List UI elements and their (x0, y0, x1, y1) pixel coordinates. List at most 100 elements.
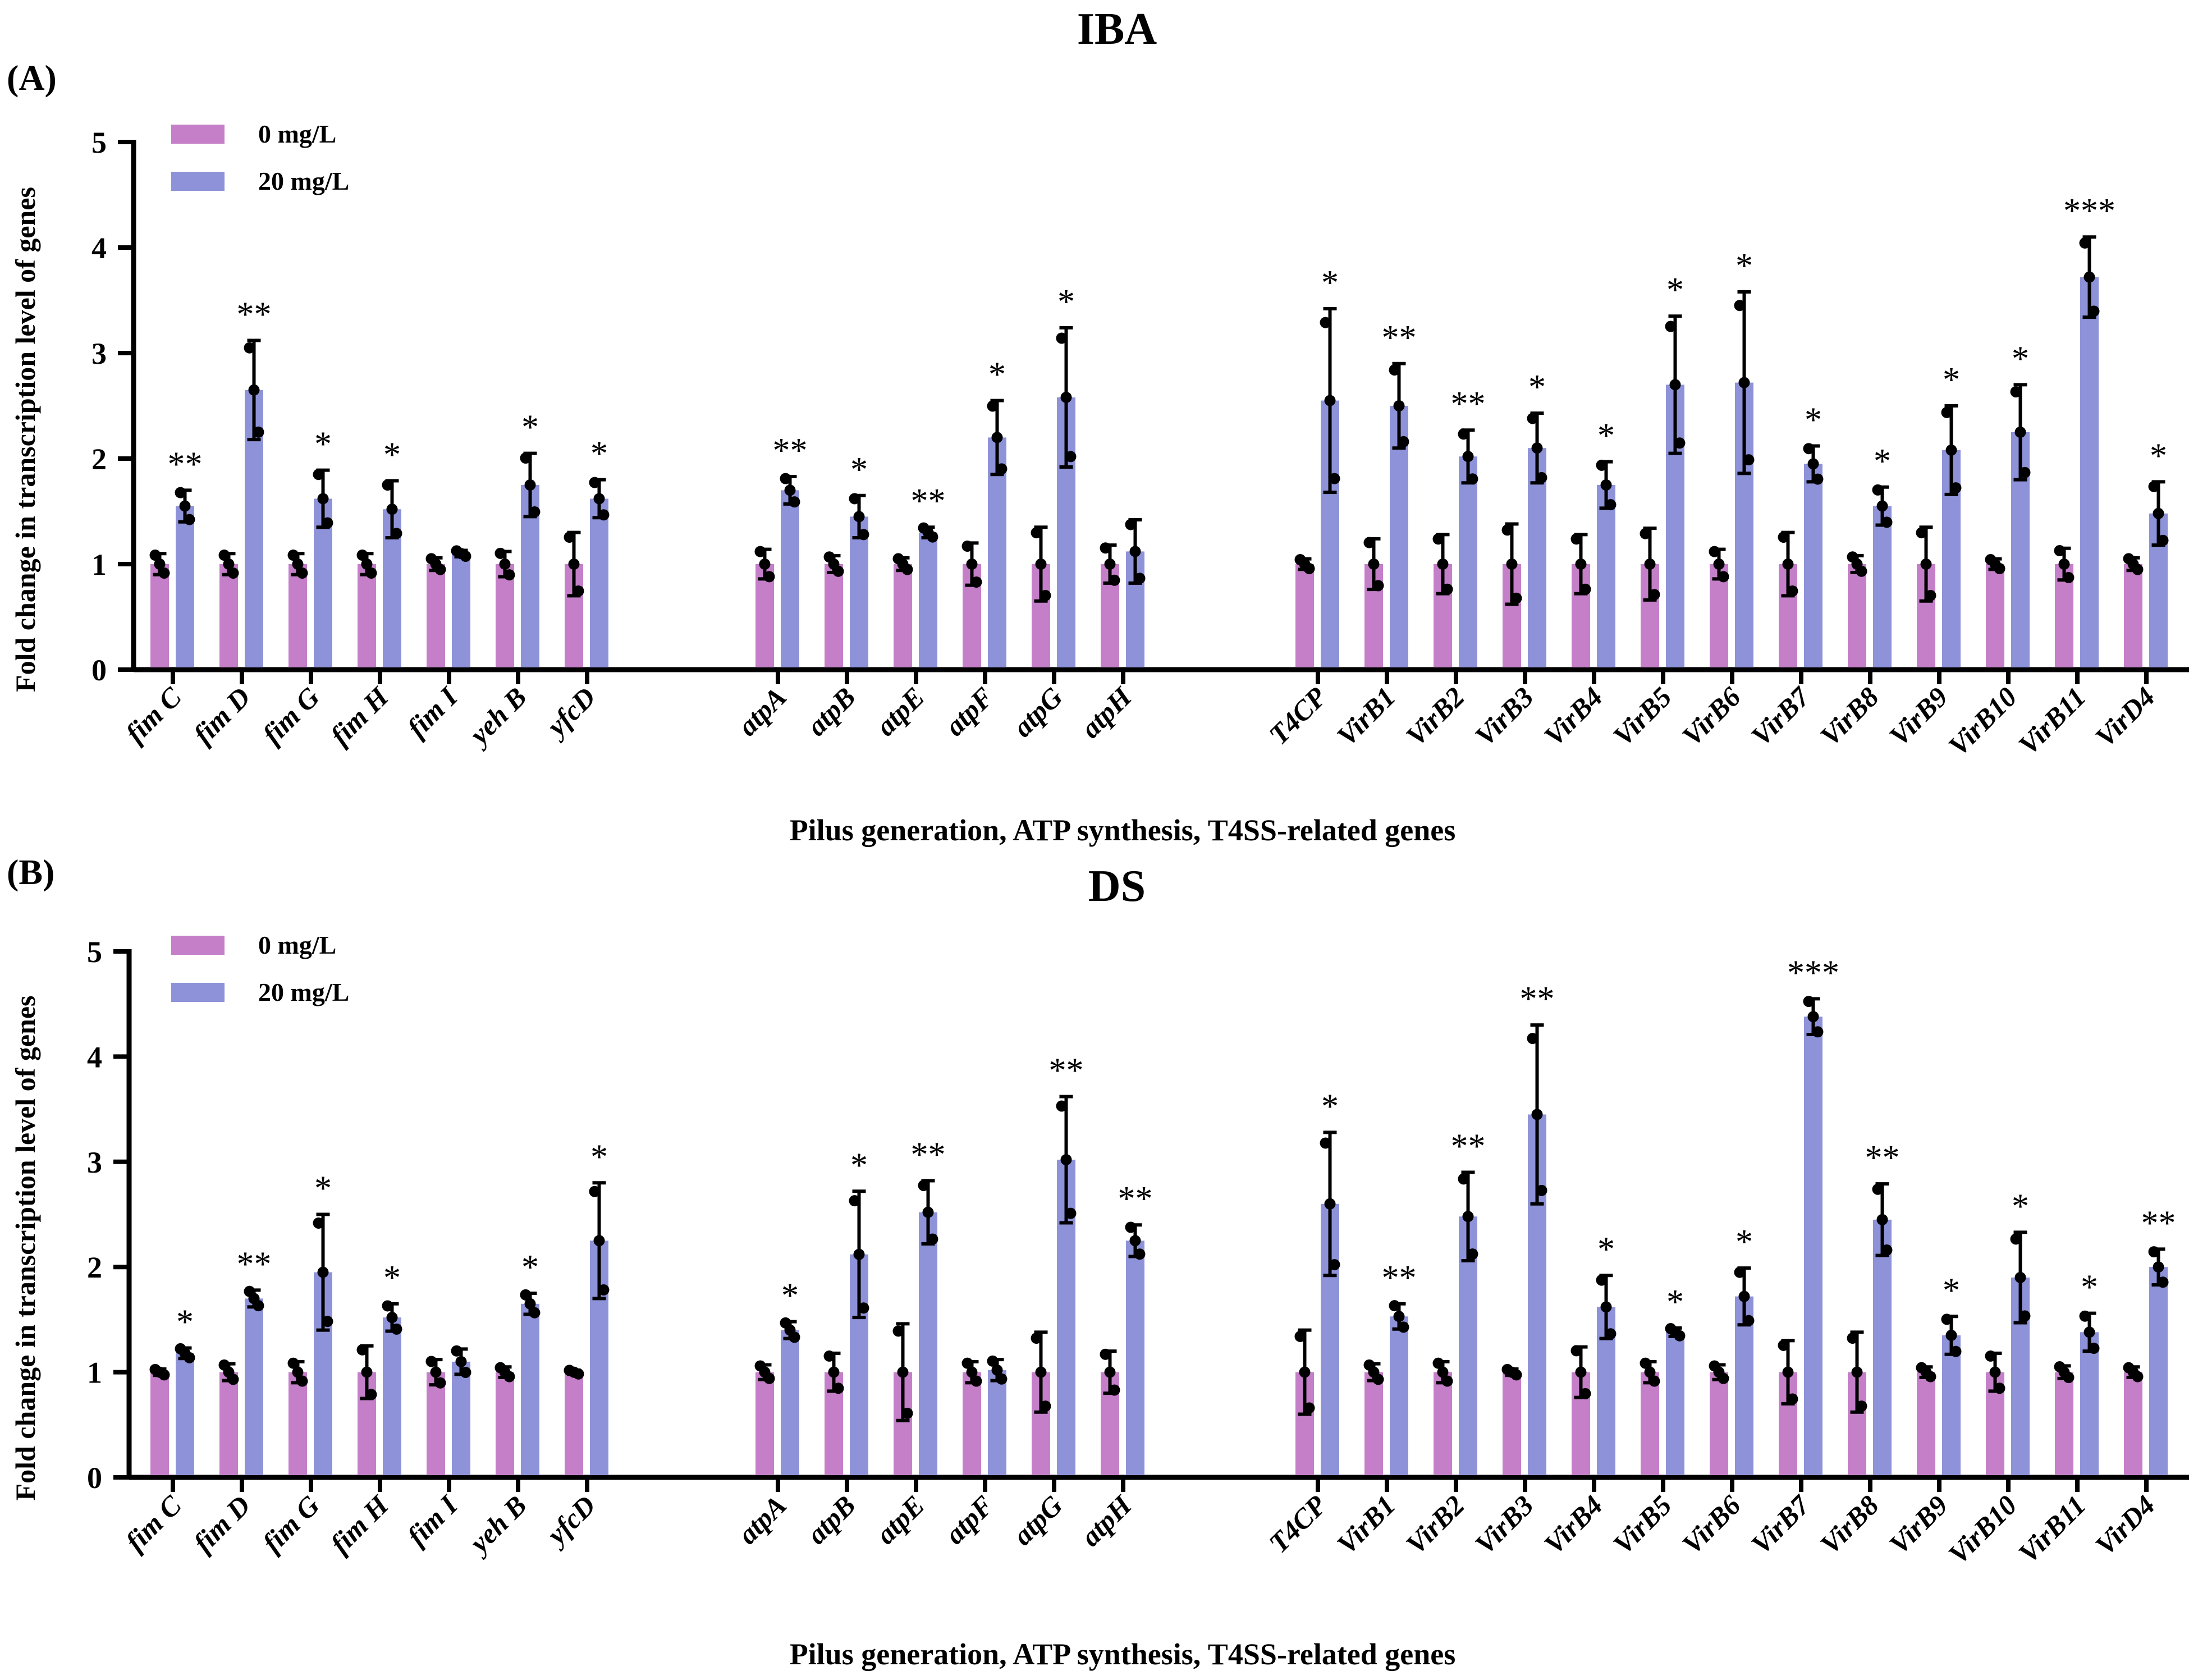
category-label: VirB3 (1469, 681, 1540, 752)
data-point (1803, 996, 1815, 1008)
data-point (1787, 1393, 1798, 1405)
significance-label: * (1805, 401, 1822, 439)
category-label: VirB1 (1331, 681, 1402, 752)
bar (1986, 564, 2004, 667)
significance-label: * (1735, 247, 1753, 285)
data-point (1398, 436, 1409, 447)
data-point (1787, 585, 1798, 597)
data-point (759, 559, 771, 570)
data-point (503, 1371, 515, 1383)
data-point (391, 1323, 402, 1335)
data-point (1856, 1400, 1867, 1412)
category-label: T4CP (1263, 681, 1332, 750)
data-point (1570, 533, 1582, 545)
bar (1126, 1240, 1144, 1475)
data-point (1129, 546, 1141, 557)
category-label: atpG (1006, 1489, 1068, 1551)
data-point (1713, 559, 1725, 570)
data-point (1872, 1183, 1884, 1195)
category-label: atpF (938, 1489, 999, 1550)
y-tick-label: 4 (87, 1040, 102, 1074)
data-point (460, 550, 471, 562)
bar (825, 564, 843, 667)
data-point (1881, 516, 1893, 528)
y-tick-label: 1 (87, 1356, 102, 1390)
significance-label: * (314, 1170, 332, 1208)
data-point (1709, 546, 1720, 557)
bar (289, 1372, 307, 1475)
data-point (1040, 589, 1051, 601)
data-point (158, 567, 170, 579)
data-point (2063, 1372, 2075, 1384)
data-point (2014, 1271, 2026, 1283)
data-point (1527, 413, 1538, 424)
data-point (2019, 466, 2031, 478)
data-point (2010, 386, 2022, 398)
data-point (892, 1325, 904, 1337)
data-point (1389, 364, 1400, 376)
data-point (1320, 1137, 1331, 1149)
data-point (287, 550, 299, 561)
data-point (1994, 1383, 2005, 1394)
data-point (1320, 317, 1331, 328)
data-point (1100, 542, 1111, 554)
data-point (1743, 454, 1755, 466)
chart-panel-a: IBA (A) Fold change in transcription level… (7, 4, 2189, 847)
data-point (460, 1366, 471, 1378)
data-point (1467, 473, 1478, 485)
data-point (1104, 1366, 1116, 1378)
bar (219, 564, 238, 667)
category-label: fim C (120, 681, 188, 749)
category-label: VirB1 (1331, 1489, 1402, 1560)
data-point (1035, 559, 1047, 570)
data-point (529, 1307, 541, 1319)
significance-label: * (1666, 1283, 1684, 1321)
significance-label: * (590, 1138, 608, 1176)
category-label: VirB7 (1745, 1489, 1816, 1560)
data-point (789, 1331, 800, 1343)
significance-label: *** (1787, 954, 1839, 992)
data-point (1363, 537, 1375, 548)
data-point (1575, 1366, 1587, 1378)
significance-label: * (1321, 1087, 1339, 1125)
category-label: VirB6 (1676, 681, 1747, 752)
data-point (1920, 559, 1932, 570)
data-point (1925, 1371, 1936, 1383)
data-point (2019, 1310, 2031, 1322)
data-point (593, 1235, 605, 1247)
data-point (1324, 395, 1336, 406)
data-point (1669, 379, 1681, 391)
data-point (1738, 377, 1750, 388)
data-point (520, 452, 532, 464)
data-point (1600, 1301, 1612, 1313)
data-point (1600, 479, 1612, 491)
data-point (154, 559, 166, 570)
data-point (1458, 1173, 1469, 1185)
y-axis-label: Fold change in transcription level of ge… (10, 187, 41, 692)
data-point (1060, 1154, 1072, 1166)
data-point (849, 1195, 860, 1207)
data-point (451, 1345, 463, 1357)
bar (245, 1298, 263, 1475)
category-label: yeh B (461, 681, 533, 752)
significance-label: * (314, 425, 332, 464)
bar (2124, 1372, 2142, 1475)
data-point (1941, 1313, 1953, 1325)
data-point (2153, 507, 2164, 519)
category-label: fim I (401, 680, 464, 743)
data-point (494, 547, 506, 559)
data-point (991, 432, 1003, 443)
bar (2124, 564, 2142, 667)
data-point (227, 567, 239, 579)
significance-label: * (1597, 417, 1615, 455)
data-point (1738, 1290, 1750, 1302)
bar (2055, 1372, 2073, 1475)
data-point (1778, 1339, 1789, 1351)
category-label: VirB7 (1745, 680, 1816, 752)
category-label: fim I (401, 1489, 464, 1551)
category-label: T4CP (1263, 1489, 1332, 1559)
chart-panel-b: DS (B) Fold change in transcription level … (7, 852, 2189, 1671)
category-label: fim H (324, 1489, 396, 1560)
data-point (1303, 1402, 1315, 1414)
